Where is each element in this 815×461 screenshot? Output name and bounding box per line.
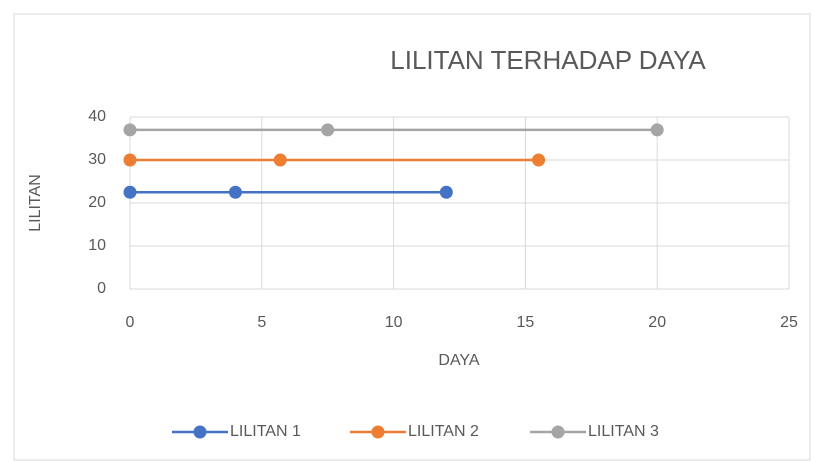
y-tick-label: 20	[88, 194, 106, 211]
y-tick-label: 10	[88, 237, 106, 254]
legend-marker	[551, 425, 565, 439]
data-point	[321, 123, 335, 137]
data-point	[650, 123, 664, 137]
y-tick-label: 0	[97, 280, 106, 297]
data-point	[228, 185, 242, 199]
legend-marker	[371, 425, 385, 439]
data-point	[532, 153, 546, 167]
legend-label: LILITAN 2	[408, 423, 479, 440]
data-point	[123, 185, 137, 199]
y-axis-title: LILITAN	[27, 174, 44, 232]
data-point	[123, 123, 137, 137]
legend-marker	[193, 425, 207, 439]
y-tick-label: 30	[88, 151, 106, 168]
x-tick-label: 10	[385, 314, 403, 331]
chart-title: LILITAN TERHADAP DAYA	[390, 45, 706, 75]
x-tick-label: 5	[257, 314, 266, 331]
x-tick-label: 0	[126, 314, 135, 331]
data-point	[273, 153, 287, 167]
x-axis-title: DAYA	[438, 352, 480, 369]
chart-frame	[13, 13, 811, 461]
x-tick-label: 15	[517, 314, 535, 331]
data-point	[123, 153, 137, 167]
legend-label: LILITAN 3	[588, 423, 659, 440]
y-tick-label: 40	[88, 108, 106, 125]
legend-label: LILITAN 1	[230, 423, 301, 440]
x-tick-label: 25	[780, 314, 798, 331]
x-tick-label: 20	[648, 314, 666, 331]
data-point	[439, 185, 453, 199]
